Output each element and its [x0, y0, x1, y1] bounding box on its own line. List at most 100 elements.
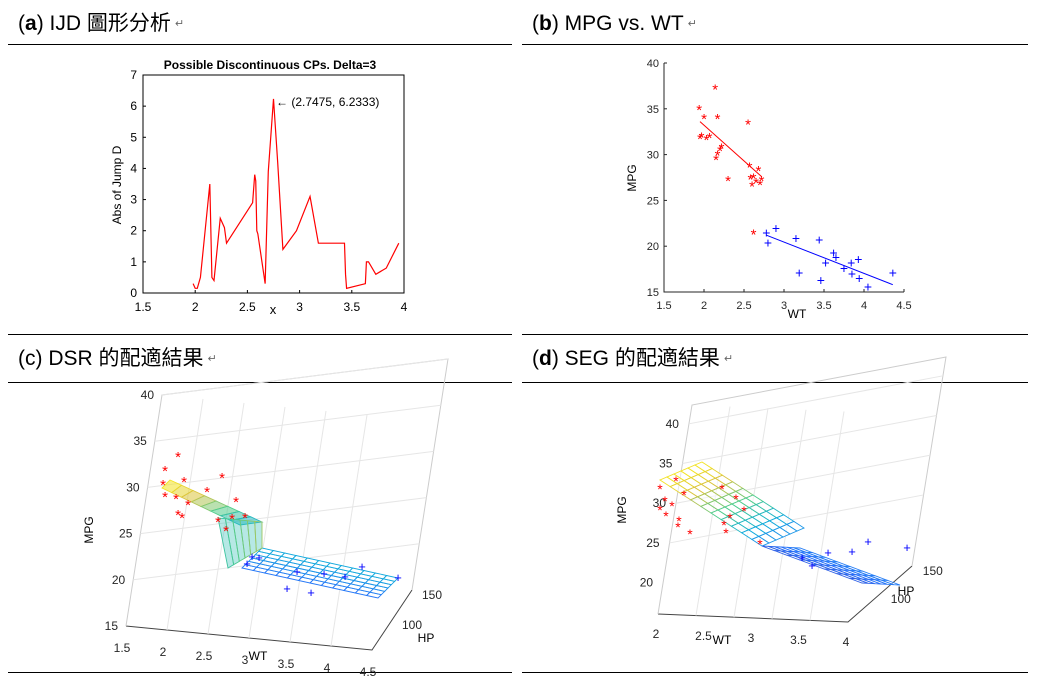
group1-point: *: [755, 163, 761, 180]
z-tick-label: 30: [653, 496, 667, 510]
group2-point: +: [830, 245, 838, 261]
z-tick-label: 30: [126, 480, 140, 494]
dsr-red-point: *: [185, 497, 191, 514]
grid-line: [682, 415, 937, 465]
x-tick-label: 2.5: [736, 300, 751, 312]
chart-a-xlabel: x: [270, 302, 277, 317]
group1-point: *: [701, 111, 707, 128]
group1-point: *: [696, 102, 702, 119]
z-tick-label: 25: [646, 536, 660, 550]
dsr-blue-point: +: [248, 549, 256, 564]
chart-b-ylabel: MPG: [625, 164, 639, 191]
surface-cell: [382, 575, 399, 582]
seg-red-point: *: [687, 526, 693, 542]
dsr-blue-point: +: [358, 559, 366, 574]
x-tick-label: 4: [324, 661, 331, 675]
chart-b-xlabel: WT: [788, 307, 807, 321]
chart-c-xlabel: WT: [249, 649, 268, 663]
z-tick-label: 20: [112, 573, 126, 587]
group1-point: *: [745, 116, 751, 133]
dsr-blue-point: +: [293, 564, 301, 579]
seg-blue-point: +: [864, 534, 872, 549]
group1-point: *: [747, 171, 753, 188]
grid-line: [688, 375, 944, 425]
dsr-blue-point: +: [255, 550, 263, 565]
z-tick-label: 15: [105, 619, 119, 633]
dsr-red-point: *: [204, 484, 210, 501]
y-tick-label: 30: [647, 150, 659, 162]
dsr-blue-point: +: [341, 569, 349, 584]
group2-point: +: [840, 260, 848, 276]
chart-c-ylabel: HP: [418, 631, 435, 645]
x-tick-label: 4.5: [360, 665, 377, 678]
dsr-blue-point: +: [320, 566, 328, 581]
z-tick-label: 40: [141, 388, 155, 402]
caption-a: (a) IJD 圖形分析 ↵: [18, 12, 185, 35]
group2-point: +: [854, 251, 862, 267]
dsr-blue-point: +: [283, 581, 291, 596]
group1-point: *: [751, 226, 757, 243]
seg-red-point: *: [657, 502, 663, 518]
surface-cell: [254, 520, 263, 553]
caption-d: (d) SEG 的配適結果 ↵: [532, 347, 734, 370]
seg-red-point: *: [733, 491, 739, 507]
dsr-red-point: *: [162, 489, 168, 506]
x-tick-label: 2.5: [196, 649, 213, 663]
x-tick-label: 1.5: [114, 641, 131, 655]
x-tick-label: 4: [401, 300, 408, 314]
seg-red-point: *: [757, 536, 763, 552]
x-tick-label: 3: [242, 653, 249, 667]
dsr-red-point: *: [175, 449, 181, 466]
return-mark-icon: ↵: [723, 353, 734, 366]
seg-red-point: *: [723, 525, 729, 541]
x-tick-label: 2: [701, 300, 707, 312]
seg-red-point: *: [663, 508, 669, 524]
middle-rule-left: [8, 334, 512, 335]
caption-b-text: MPG vs. WT: [564, 12, 684, 35]
seg-red-point: *: [676, 513, 682, 529]
y-tick-label: 1: [130, 255, 137, 269]
y-tick-label: 150: [923, 564, 943, 578]
group1-point: *: [757, 177, 763, 194]
group1-point: *: [719, 140, 725, 157]
caption-d-letter: d: [539, 347, 552, 370]
y-tick-label: 6: [130, 99, 137, 113]
group2-point: +: [832, 249, 840, 265]
axes-walls: [657, 356, 947, 615]
group1-point: *: [759, 173, 765, 190]
grid-line: [140, 497, 427, 535]
group2-point: +: [792, 230, 800, 246]
grid-line: [289, 410, 327, 643]
top-rule-left: [8, 44, 512, 45]
seg-red-point: *: [673, 473, 679, 489]
dsr-red-point: *: [160, 477, 166, 494]
dsr-red-point: *: [179, 510, 185, 527]
x-tick-label: 3: [781, 300, 787, 312]
z-tick-label: 20: [640, 576, 654, 590]
caption-b-letter: b: [539, 12, 552, 35]
seg-red-point: *: [657, 481, 663, 497]
chart-a-ylabel: Abs of Jump D: [110, 145, 124, 224]
group1-point: *: [751, 171, 757, 188]
return-mark-icon: ↵: [207, 353, 217, 366]
x-tick-label: 4.5: [896, 300, 911, 312]
x-tick-label: 2.5: [239, 300, 256, 314]
group1-point: *: [715, 148, 721, 165]
y-tick-label: 3: [130, 193, 137, 207]
middle-rule-right: [522, 334, 1028, 335]
dsr-red-point: *: [242, 510, 248, 527]
dsr-red-point: *: [173, 491, 179, 508]
caption-c: (c) DSR 的配適結果 ↵: [18, 347, 217, 371]
z-tick-label: 35: [133, 434, 147, 448]
chart-c-zlabel: MPG: [82, 516, 96, 543]
grid-line: [809, 411, 845, 621]
x-tick-label: 2: [160, 645, 167, 659]
dsr-red-point: *: [162, 463, 168, 480]
z-tick-label: 40: [666, 417, 680, 431]
group1-point: *: [712, 82, 718, 99]
chart-d-zlabel: MPG: [615, 496, 629, 523]
seg-red-point: *: [727, 510, 733, 526]
x-tick-label: 1.5: [135, 300, 152, 314]
